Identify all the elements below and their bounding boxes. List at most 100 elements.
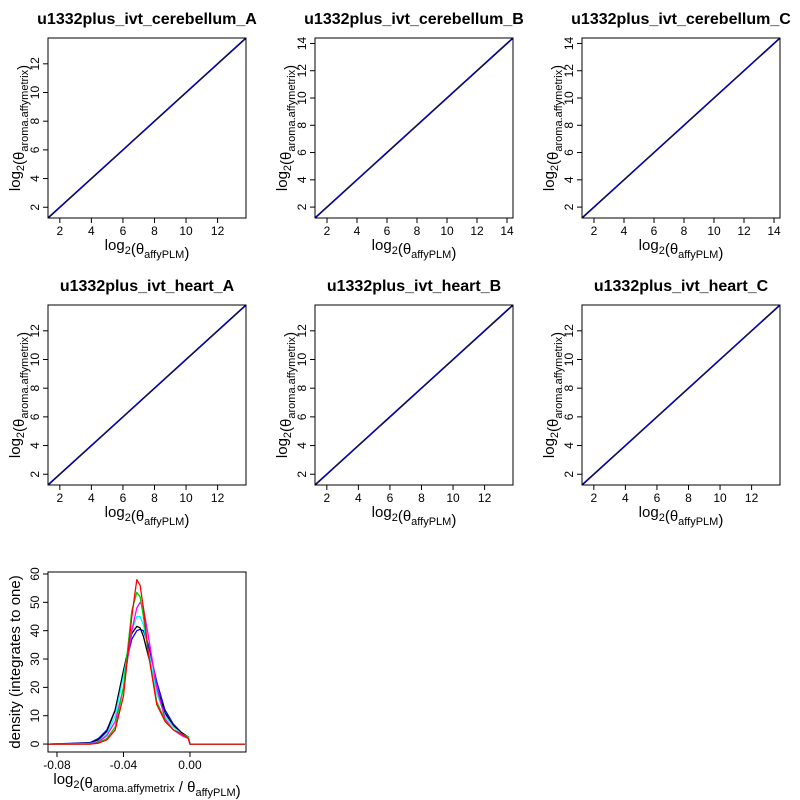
y-tick-label: 12 [562,64,576,78]
plot-area [48,305,246,485]
y-tick-label: 8 [295,122,309,129]
y-tick-label: 4 [295,442,309,449]
x-tick-label: 2 [56,224,63,238]
x-tick-label: 6 [384,224,391,238]
x-tick-label: 8 [151,224,158,238]
diagonal-line [315,305,513,485]
x-tick-label: 10 [440,224,454,238]
plot-frame [47,304,247,486]
y-tick-label: 8 [562,122,576,129]
diagonal-line [582,305,780,485]
panel-5: u1332plus_ivt_heart_B2 4 6 8 10 1224681012log… [274,278,514,529]
panel-2: u1332plus_ivt_cerebellum_B 2 4 6 8 10 12 14 2 4 6 8… [274,11,524,262]
x-tick-label: 8 [414,224,421,238]
y-tick-label: 2 [562,203,576,210]
y-tick-label: 4 [28,175,42,182]
y-tick-label: 4 [28,442,42,449]
y-tick-label: 2 [295,203,309,210]
x-tick-label: 6 [654,491,661,505]
y-tick-label: 40 [28,624,42,638]
plot-area [582,305,780,485]
x-axis-label: log2(θaffyPLM) [372,237,457,262]
y-tick-label: 20 [28,680,42,694]
plot-area [315,38,513,218]
plot-frame [314,304,514,486]
panel-title: u1332plus_ivt_cerebellum_A [37,11,257,28]
x-tick-label: 12 [470,224,484,238]
y-tick-label: 8 [28,385,42,392]
y-tick-label: 0 [28,740,42,747]
panel-title: u1332plus_ivt_cerebellum_B [304,11,524,28]
panel-7: -0.08 -0.04 0.00 0 10 20 30 40 50 60 log2(θaroma.a… [7,567,247,800]
y-tick-label: 4 [295,176,309,183]
x-tick-label: 10 [707,224,721,238]
y-tick-label: 14 [562,36,576,50]
y-tick-label: 2 [562,471,576,478]
y-tick-label: 30 [28,652,42,666]
x-tick-label: 8 [418,491,425,505]
y-tick-label: 10 [562,353,576,367]
x-tick-label: 4 [621,224,628,238]
plot-frame [314,37,514,219]
x-tick-label: 6 [651,224,658,238]
x-tick-label: 12 [211,491,225,505]
x-tick-label: 4 [622,491,629,505]
x-tick-label: 4 [354,224,361,238]
y-tick-label: 12 [295,324,309,338]
x-tick-label: 8 [685,491,692,505]
plot-area [48,38,246,218]
y-tick-label: 10 [28,353,42,367]
y-tick-label: 12 [295,64,309,78]
x-tick-label: 10 [179,491,193,505]
y-tick-label: 12 [562,324,576,338]
x-tick-label: 10 [446,491,460,505]
x-tick-label: 12 [478,491,492,505]
x-axis-label: log2(θaffyPLM) [639,237,724,262]
density-line-3 [48,601,245,745]
y-axis-label: log2(θaroma.affymetrix) [274,65,299,191]
y-tick-label: 50 [28,595,42,609]
plot-area [315,305,513,485]
x-tick-label: 12 [745,491,759,505]
x-tick-label: 10 [713,491,727,505]
x-tick-label: 2 [324,224,331,238]
diagonal-line [48,38,246,218]
x-tick-label: 2 [591,224,598,238]
panel-3: u1332plus_ivt_cerebellum_C 2 4 6 8 10 12 14 2 4 6 8… [541,11,791,262]
y-tick-label: 10 [28,86,42,100]
panel-title: u1332plus_ivt_heart_A [60,278,235,295]
panel-1: u1332plus_ivt_cerebellum_A 2 4 6 8 10 12 2 4 6 8 10… [7,11,257,262]
diagonal-line [315,38,513,218]
density-line-4 [48,591,245,745]
y-tick-label: 4 [562,176,576,183]
plot-frame [47,571,247,753]
y-tick-label: 8 [28,118,42,125]
panel-title: u1332plus_ivt_heart_C [594,278,769,295]
plot-frame [581,304,781,486]
x-tick-label: -0.04 [110,758,138,772]
x-tick-label: -0.08 [43,758,71,772]
x-axis-label: log2(θaroma.affymetrix / θaffyPLM) [53,771,240,800]
panel-title: u1332plus_ivt_cerebellum_C [571,11,791,28]
plot-area [582,38,780,218]
y-tick-label: 2 [28,471,42,478]
y-tick-label: 6 [562,149,576,156]
y-tick-label: 8 [295,385,309,392]
y-tick-label: 60 [28,567,42,581]
y-tick-label: 12 [28,324,42,338]
diagonal-line [48,305,246,485]
panel-title: u1332plus_ivt_heart_B [327,278,501,295]
x-tick-label: 12 [737,224,751,238]
y-tick-label: 2 [295,471,309,478]
y-axis-label: log2(θaroma.affymetrix) [541,332,566,458]
density-line-0 [48,628,245,745]
x-tick-label: 8 [681,224,688,238]
x-tick-label: 0.00 [178,758,202,772]
density-line-5 [48,579,245,745]
y-tick-label: 6 [28,146,42,153]
x-tick-label: 6 [387,491,394,505]
y-tick-label: 10 [562,91,576,105]
x-tick-label: 12 [211,224,225,238]
x-tick-label: 6 [120,224,127,238]
y-axis-label: log2(θaroma.affymetrix) [7,332,32,458]
